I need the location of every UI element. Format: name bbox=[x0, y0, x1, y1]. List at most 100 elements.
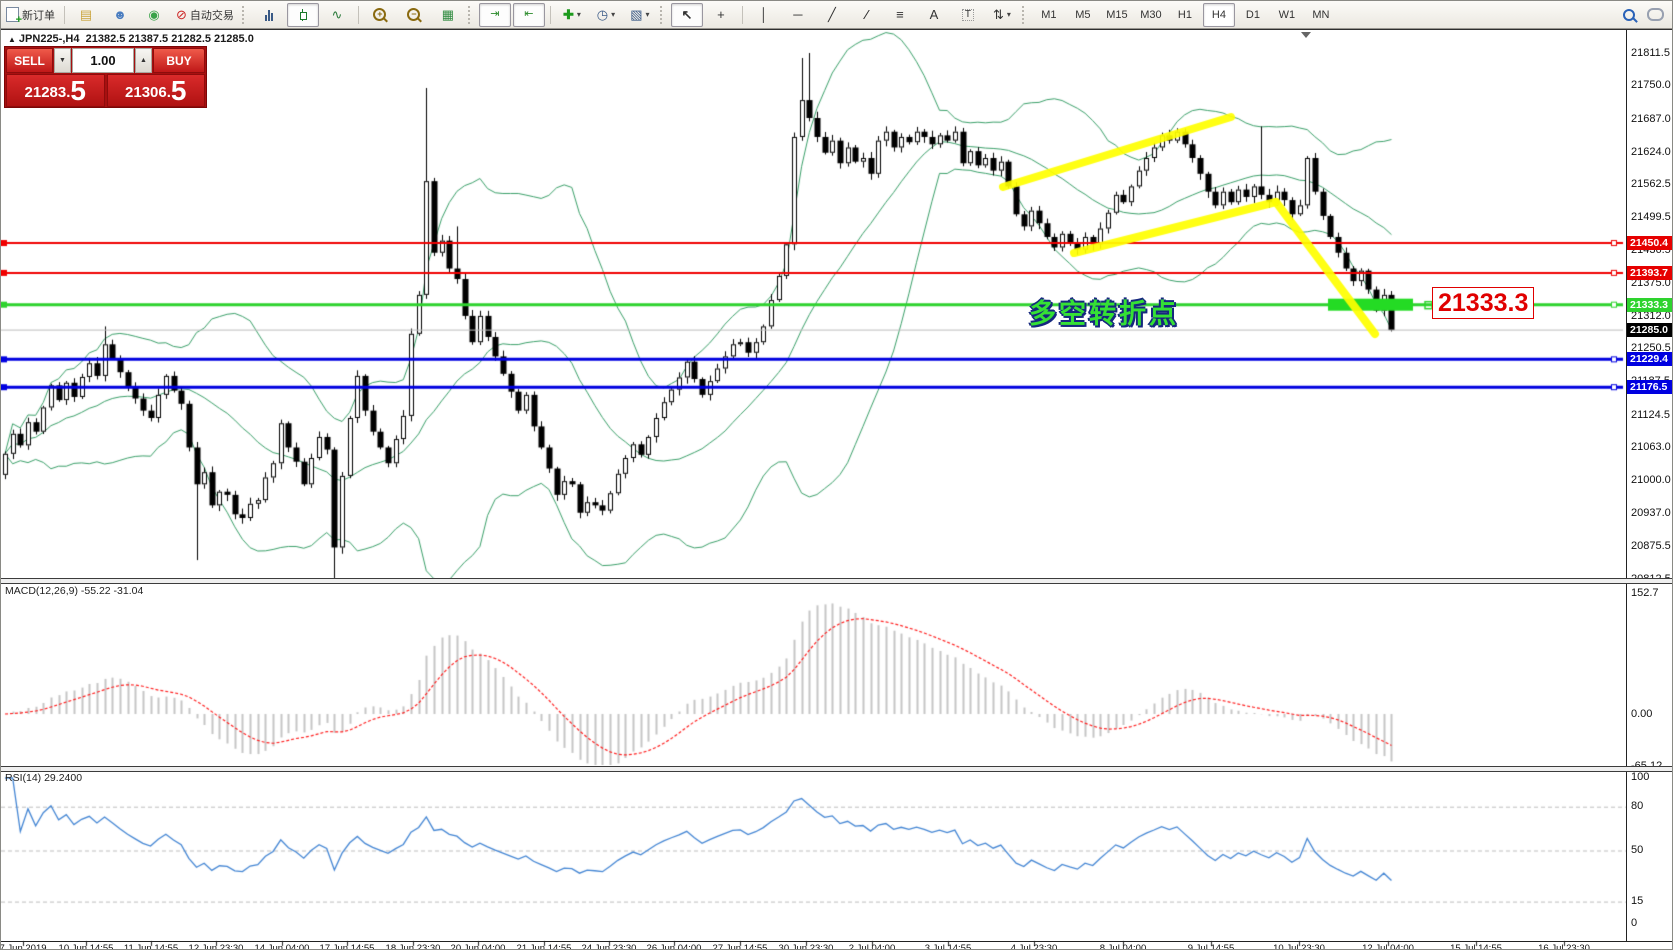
timeframe-W1[interactable]: W1 bbox=[1278, 8, 1296, 21]
indicators-button[interactable]: ✚ ▾ bbox=[556, 3, 588, 27]
toolbar-grip[interactable] bbox=[1021, 5, 1029, 24]
autotrade-label: 自动交易 bbox=[189, 9, 234, 22]
timeframe-M30[interactable]: M30 bbox=[1140, 8, 1162, 21]
chart-shift-marker[interactable] bbox=[1301, 32, 1311, 38]
trendline-icon: ╱ bbox=[827, 7, 836, 22]
line-chart-button[interactable]: ∿ bbox=[321, 3, 353, 27]
chart-shift-icon: ⇤ bbox=[524, 8, 534, 20]
cursor-icon: ↖ bbox=[681, 7, 693, 22]
bar-chart-button[interactable] bbox=[253, 3, 285, 27]
tile-windows-icon: ▦ bbox=[441, 7, 455, 22]
hline-tool-button[interactable]: ─ bbox=[782, 3, 814, 27]
chevron-down-icon: ▾ bbox=[576, 10, 581, 19]
volume-decrease-button[interactable]: ▼ bbox=[54, 48, 71, 73]
arrows-tool-button[interactable]: ⇅ ▾ bbox=[986, 3, 1018, 27]
time-axis-label: 30 Jun 23:30 bbox=[778, 943, 834, 950]
new-order-button[interactable]: 新订单 bbox=[2, 3, 59, 27]
toolbar-grip[interactable] bbox=[467, 5, 475, 24]
chevron-down-icon: ▾ bbox=[645, 10, 650, 19]
rsi-panel-separator[interactable] bbox=[1, 766, 1672, 772]
cursor-button[interactable]: ↖ bbox=[670, 2, 703, 27]
periods-button[interactable]: ◷ ▾ bbox=[590, 3, 622, 27]
timeframe-H4[interactable]: H4 bbox=[1202, 2, 1235, 27]
new-order-label: 新订单 bbox=[22, 9, 55, 22]
text-tool-button[interactable]: A bbox=[918, 3, 950, 27]
book-icon: ▤ bbox=[79, 7, 93, 22]
price-tick-label: 21750.0 bbox=[1631, 79, 1671, 92]
time-axis-label: 8 Jul 04:00 bbox=[1099, 943, 1147, 950]
search-icon[interactable] bbox=[1623, 8, 1635, 21]
toolbar-separator bbox=[64, 5, 65, 24]
toolbar-grip[interactable] bbox=[659, 5, 667, 24]
templates-button[interactable]: ▧ ▾ bbox=[624, 3, 656, 27]
time-axis-label: 27 Jun 14:55 bbox=[712, 943, 768, 950]
toolbar-grip[interactable] bbox=[241, 5, 249, 24]
timeframe-M1[interactable]: M1 bbox=[1041, 8, 1057, 21]
template-icon: ▧ bbox=[630, 7, 643, 22]
buy-price[interactable]: 21306. 5 bbox=[106, 74, 205, 107]
time-axis-label: 18 Jun 23:30 bbox=[385, 943, 441, 950]
rsi-tick-label: 80 bbox=[1631, 800, 1644, 813]
sell-button[interactable]: SELL bbox=[6, 48, 53, 73]
time-axis-label: 14 Jun 04:00 bbox=[254, 943, 310, 950]
buy-button[interactable]: BUY bbox=[153, 48, 205, 73]
candle-chart-button[interactable] bbox=[286, 2, 319, 27]
time-axis-label: 9 Jul 14:55 bbox=[1187, 943, 1235, 950]
buy-price-main: 21306. bbox=[125, 84, 171, 101]
chart-shift-button[interactable]: ⇤ bbox=[512, 2, 545, 27]
price-tick-label: 20937.0 bbox=[1631, 507, 1671, 520]
chat-icon[interactable] bbox=[1647, 8, 1664, 21]
market-watch-button[interactable]: ▤ bbox=[70, 3, 102, 27]
channel-tool-button[interactable]: ∕∕ bbox=[850, 3, 882, 27]
fibonacci-icon: ≡ bbox=[896, 7, 904, 22]
turning-point-annotation[interactable]: 多空转折点 bbox=[1029, 299, 1179, 329]
sell-price[interactable]: 21283. 5 bbox=[6, 74, 105, 107]
crosshair-button[interactable]: + bbox=[705, 3, 737, 27]
arrows-icon: ⇅ bbox=[992, 7, 1004, 22]
autoscroll-button[interactable]: ⇥ bbox=[478, 2, 511, 27]
zoom-in-button[interactable]: + bbox=[364, 3, 396, 27]
price-axis[interactable] bbox=[1626, 30, 1672, 941]
timeframe-MN[interactable]: MN bbox=[1312, 8, 1330, 21]
price-line-badge: 21229.4 bbox=[1627, 352, 1672, 367]
text-icon: A bbox=[929, 7, 939, 22]
price-tick-label: 21811.5 bbox=[1631, 47, 1670, 59]
price-line-badge: 21450.4 bbox=[1627, 236, 1672, 251]
time-axis-label: 24 Jun 23:30 bbox=[581, 943, 637, 950]
timeframe-M15[interactable]: M15 bbox=[1106, 8, 1128, 21]
timeframe-D1[interactable]: D1 bbox=[1245, 8, 1260, 21]
trendline-tool-button[interactable]: ╱ bbox=[816, 3, 848, 27]
time-axis-label: 2 Jul 04:00 bbox=[848, 943, 896, 950]
vertical-line-icon: │ bbox=[759, 7, 768, 22]
tile-windows-button[interactable]: ▦ bbox=[432, 3, 464, 27]
time-axis-label: 20 Jun 04:00 bbox=[450, 943, 506, 950]
price-tick-label: 21312.0 bbox=[1631, 309, 1671, 322]
rsi-tick-label: 100 bbox=[1631, 771, 1650, 783]
fibonacci-tool-button[interactable]: ≡ bbox=[884, 3, 916, 27]
price-callout-box[interactable]: 21333.3 bbox=[1432, 287, 1535, 319]
price-line-badge: 21285.0 bbox=[1627, 323, 1672, 338]
autotrade-button[interactable]: ⊘ 自动交易 bbox=[172, 3, 238, 27]
toolbar: 新订单 ▤ ☻ ◉ ⊘ 自动交易 ∿ + − ▦ ⇥ ⇤ ✚▾ ◷▾ ▧▾ ↖ … bbox=[1, 1, 1672, 29]
timeframe-bar: M1 M5 M15 M30 H1 H4 D1 W1 MN bbox=[1032, 2, 1338, 27]
label-tool-button[interactable]: T bbox=[952, 3, 984, 27]
vline-tool-button[interactable]: │ bbox=[748, 3, 780, 27]
signals-button[interactable]: ◉ bbox=[138, 3, 170, 27]
volume-increase-button[interactable]: ▲ bbox=[135, 48, 152, 73]
chart-canvas[interactable] bbox=[1, 30, 1626, 949]
time-axis-line bbox=[1, 941, 1672, 942]
timeframe-M5[interactable]: M5 bbox=[1075, 8, 1091, 21]
rsi-tick-label: 0 bbox=[1631, 917, 1638, 929]
price-tick-label: 21562.5 bbox=[1631, 178, 1671, 191]
time-axis-label: 15 Jul 14:55 bbox=[1450, 943, 1502, 950]
one-click-trading-panel: SELL ▼ 1.00 ▲ BUY 21283. 5 21306. 5 bbox=[4, 46, 207, 108]
macd-panel-separator[interactable] bbox=[1, 578, 1672, 584]
profiles-button[interactable]: ☻ bbox=[104, 3, 136, 27]
time-axis-label: 11 Jun 14:55 bbox=[123, 943, 179, 950]
zoom-out-button[interactable]: − bbox=[398, 3, 430, 27]
price-tick-label: 21124.5 bbox=[1631, 408, 1670, 421]
timeframe-H1[interactable]: H1 bbox=[1177, 8, 1192, 21]
collapse-panel-icon[interactable]: ▲ bbox=[8, 35, 16, 44]
symbol-ohlc-values: 21382.5 21387.5 21282.5 21285.0 bbox=[85, 33, 254, 45]
volume-input[interactable]: 1.00 bbox=[72, 48, 134, 73]
